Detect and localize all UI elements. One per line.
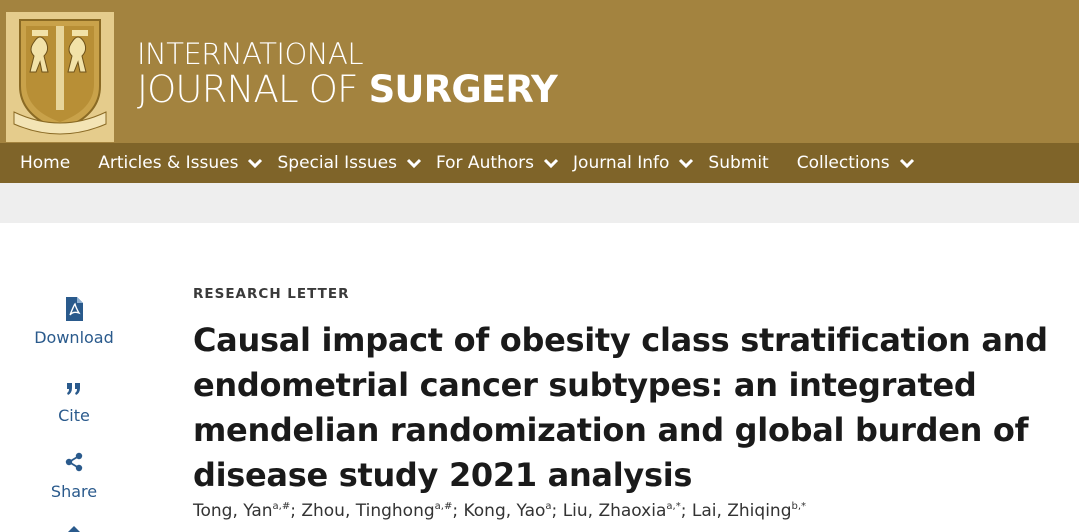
- quote-icon: [67, 383, 80, 395]
- author-list: Tong, Yana,#; Zhou, Tinghonga,#; Kong, Y…: [193, 501, 807, 521]
- journal-title[interactable]: INTERNATIONAL JOURNAL OF SURGERY: [137, 37, 558, 111]
- author-name: Zhou, Tinghong: [301, 501, 435, 521]
- nav-item-label: Submit: [708, 153, 769, 173]
- cite-button[interactable]: Cite: [24, 374, 124, 425]
- journal-logo[interactable]: [6, 12, 114, 142]
- chevron-down-icon: [248, 158, 263, 169]
- article-type-label: RESEARCH LETTER: [193, 286, 350, 302]
- download-button[interactable]: Download: [24, 296, 124, 347]
- nav-item-collections[interactable]: Collections: [797, 143, 915, 183]
- article-title: Causal impact of obesity class stratific…: [193, 321, 1048, 494]
- download-label: Download: [34, 328, 114, 347]
- chevron-down-icon: [679, 158, 694, 169]
- main-nav: Home Articles & Issues Special Issues Fo…: [0, 143, 1079, 183]
- author-name: Lai, Zhiqing: [691, 501, 792, 521]
- author-name: Liu, Zhaoxia: [562, 501, 667, 521]
- breadcrumb-band: [0, 183, 1079, 223]
- nav-item-home[interactable]: Home: [20, 143, 70, 183]
- chevron-down-icon: [406, 158, 422, 169]
- chevron-down-icon: [543, 158, 559, 169]
- author-link[interactable]: Tong, Yana,#: [193, 501, 290, 521]
- nav-item-label: Journal Info: [573, 153, 670, 173]
- author-name: Tong, Yan: [193, 501, 273, 521]
- author-link[interactable]: Kong, Yaoa: [463, 501, 551, 521]
- nav-item-special-issues[interactable]: Special Issues: [277, 143, 422, 183]
- journal-title-emphasis: SURGERY: [368, 68, 558, 111]
- author-link[interactable]: Zhou, Tinghonga,#: [301, 501, 452, 521]
- cite-label: Cite: [58, 406, 90, 425]
- author-link[interactable]: Liu, Zhaoxiaa,*: [563, 501, 681, 521]
- author-affiliation: a,*: [666, 501, 681, 512]
- nav-item-articles-issues[interactable]: Articles & Issues: [98, 143, 263, 183]
- chevron-down-icon: [899, 158, 914, 169]
- journal-title-line2: JOURNAL OF SURGERY: [137, 68, 558, 111]
- pdf-icon: [66, 297, 83, 321]
- nav-item-submit[interactable]: Submit: [708, 143, 768, 183]
- author-name: Kong, Yao: [463, 501, 546, 521]
- journal-title-prefix: JOURNAL OF: [137, 68, 369, 111]
- nav-item-for-authors[interactable]: For Authors: [436, 143, 559, 183]
- nav-item-label: Special Issues: [277, 153, 397, 173]
- nav-item-label: Articles & Issues: [98, 153, 239, 173]
- share-icon: [65, 452, 83, 472]
- author-affiliation: a,#: [434, 501, 453, 512]
- author-affiliation: a: [545, 501, 552, 512]
- share-button[interactable]: Share: [24, 450, 124, 501]
- nav-item-label: Home: [20, 153, 71, 173]
- author-affiliation: a,#: [272, 501, 291, 512]
- nav-item-label: Collections: [796, 153, 890, 173]
- site-header: INTERNATIONAL JOURNAL OF SURGERY: [0, 0, 1079, 143]
- more-actions-icon[interactable]: [66, 524, 82, 532]
- author-link[interactable]: Lai, Zhiqingb,*: [692, 501, 806, 521]
- nav-item-journal-info[interactable]: Journal Info: [573, 143, 694, 183]
- article-header: RESEARCH LETTER Causal impact of obesity…: [193, 286, 1079, 521]
- journal-title-line1: INTERNATIONAL: [137, 37, 364, 71]
- author-affiliation: b,*: [791, 501, 807, 512]
- share-label: Share: [50, 482, 98, 501]
- nav-item-label: For Authors: [435, 153, 535, 173]
